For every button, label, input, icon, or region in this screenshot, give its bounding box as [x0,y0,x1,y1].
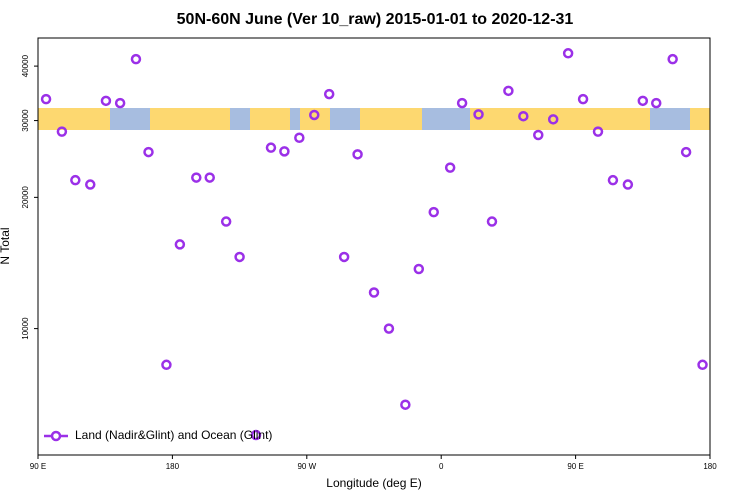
point [368,287,380,298]
point [456,97,468,109]
y-tick-label: 40000 [21,54,30,77]
legend-label: Land (Nadir&Glint) and Ocean (Glint) [75,428,272,442]
point [622,179,634,190]
point [400,399,411,410]
point [503,85,514,97]
point [547,114,559,125]
point [234,251,245,263]
plot-frame [37,37,711,456]
chart-title: 50N-60N June (Ver 10_raw) 2015-01-01 to … [177,11,574,28]
point [518,110,529,122]
point [56,126,68,137]
point [250,429,262,441]
point [444,162,456,173]
point [265,142,277,153]
point [577,93,589,105]
point [143,146,154,158]
y-tick-label: 10000 [21,317,30,340]
y-axis-label: N Total [0,227,12,264]
x-tick-label: 180 [166,462,180,471]
map-strip [38,108,710,130]
point [473,109,484,120]
point [130,53,142,65]
x-tick-label: 180 [703,462,717,471]
point [383,323,395,334]
point [191,172,202,183]
point [323,88,335,100]
point [85,179,96,190]
point [607,174,619,186]
point [697,359,708,371]
point [70,174,81,186]
x-tick-label: 0 [439,462,444,471]
point [100,95,112,107]
point [294,132,305,143]
x-tick-label: 90 E [30,462,46,471]
point [309,109,320,121]
point [220,216,232,227]
legend-marker [50,430,62,442]
y-tick-label: 30000 [21,109,30,132]
point [637,95,649,107]
point [279,146,290,157]
point [413,263,425,275]
point [338,251,350,263]
point [428,206,439,218]
point [204,172,215,183]
point [486,216,498,227]
x-axis-label: Longitude (deg E) [326,476,421,490]
x-tick-label: 90 W [297,462,316,471]
point [680,146,692,158]
point [174,239,186,250]
point [592,126,604,137]
x-tick-label: 90 E [567,462,583,471]
point [562,48,574,59]
point [114,97,126,109]
point [650,97,662,109]
point [352,149,363,160]
point [40,93,52,105]
point [667,53,678,65]
point [533,129,544,141]
point [161,359,172,371]
y-tick-label: 20000 [21,186,30,209]
